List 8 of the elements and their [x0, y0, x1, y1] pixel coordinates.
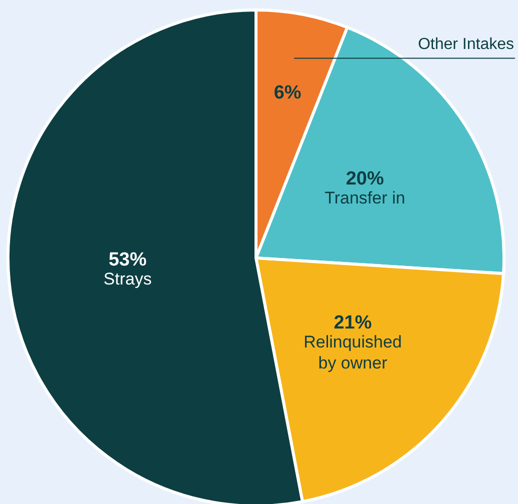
slice-label: Relinquished by owner: [304, 332, 402, 372]
data-label: 20%: [346, 168, 384, 190]
slice-label: Strays: [104, 270, 152, 289]
slice-label: Transfer in: [324, 188, 406, 208]
data-label: 53%: [108, 250, 147, 271]
data-label: 6%: [274, 82, 302, 104]
slice-label: Other Intakes: [418, 36, 514, 54]
data-label: 21%: [334, 312, 372, 334]
